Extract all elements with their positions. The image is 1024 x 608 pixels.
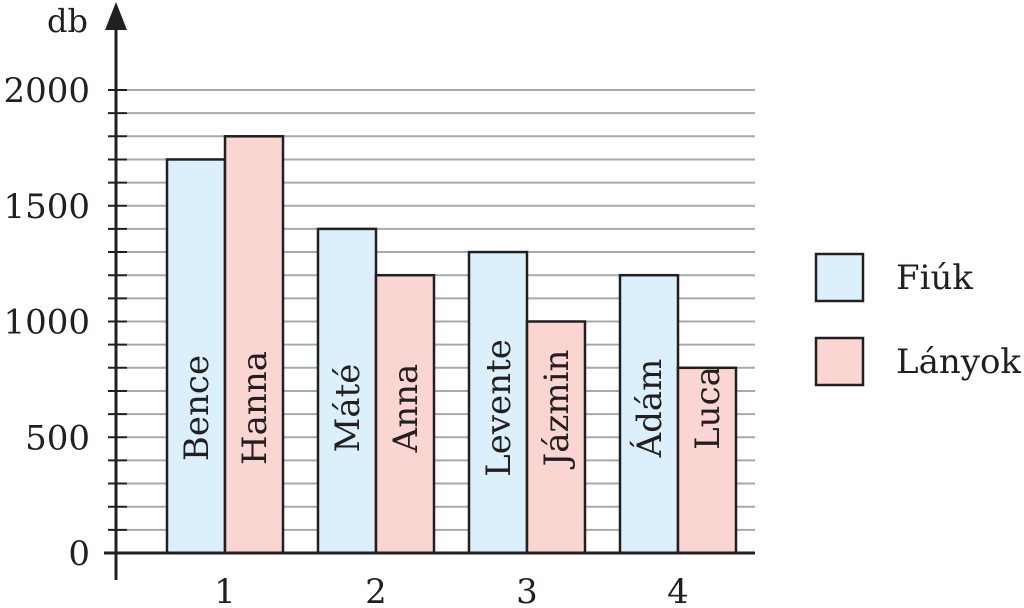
y-tick-label: 1500 [3, 187, 90, 227]
bar-name-label: Luca [688, 366, 728, 450]
bar-name-label: Anna [386, 364, 426, 454]
y-tick-labels: 0 500 1000 1500 2000 [3, 71, 90, 574]
bar-name-label: Máté [328, 364, 368, 453]
bar-lanyok-2 [374, 273, 436, 555]
bar-name-label: Bence [177, 355, 217, 461]
y-tick-label: 1000 [3, 303, 90, 343]
y-axis-arrow [105, 2, 127, 30]
bar-lanyok-3 [525, 320, 587, 555]
legend: Fiúk Lányok [814, 252, 1021, 387]
legend-swatch [814, 252, 865, 303]
bar-fiuk-1 [165, 158, 227, 555]
y-tick-label: 500 [25, 418, 90, 458]
bar-name-label: Jázmin [537, 350, 577, 470]
x-tick-label: 1 [214, 572, 236, 608]
bar-name-label: Hanna [235, 351, 275, 465]
bar-name-label: Ádám [629, 359, 670, 459]
x-tick-label: 2 [365, 572, 387, 608]
legend-label: Fiúk [896, 258, 973, 298]
y-axis-title: db [47, 2, 88, 40]
x-tick-label: 4 [667, 572, 689, 608]
x-tick-labels: 1 2 3 4 [214, 572, 689, 608]
legend-label: Lányok [896, 342, 1021, 382]
bar-fiuk-3 [467, 250, 529, 555]
bars: Bence Hanna Máté Anna Levente Jázmin Ádám Luca [165, 135, 738, 555]
bar-name-label: Levente [479, 339, 519, 477]
axes: db [47, 2, 755, 580]
y-tick-label: 2000 [3, 71, 90, 111]
legend-swatch [814, 336, 865, 387]
x-tick-label: 3 [516, 572, 538, 608]
bar-lanyok-1 [223, 135, 285, 555]
y-tick-label: 0 [68, 534, 90, 574]
